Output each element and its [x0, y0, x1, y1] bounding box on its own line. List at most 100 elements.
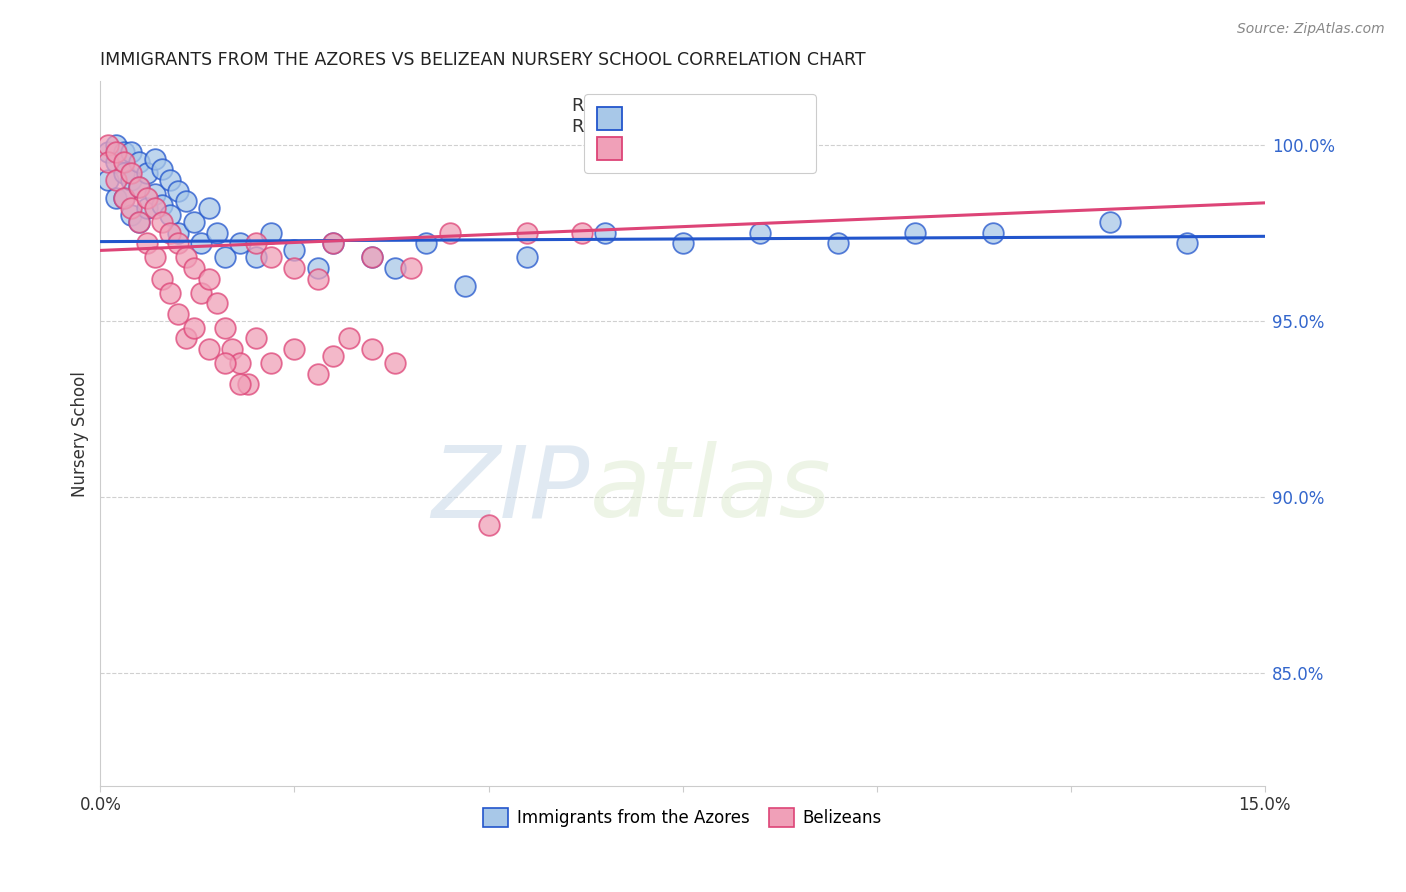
Point	[827, 236, 849, 251]
Point	[307, 271, 329, 285]
Text: N =: N =	[671, 118, 711, 136]
Point	[671, 236, 693, 251]
Point	[260, 356, 283, 370]
Text: 49: 49	[706, 97, 731, 115]
Point	[190, 236, 212, 251]
Point	[143, 201, 166, 215]
Point	[128, 215, 150, 229]
Point	[152, 162, 174, 177]
Point	[120, 173, 142, 187]
Point	[136, 166, 159, 180]
Point	[415, 236, 437, 251]
Point	[183, 215, 205, 229]
Point	[361, 251, 384, 265]
Point	[283, 260, 305, 275]
Point	[167, 307, 190, 321]
Point	[120, 145, 142, 159]
Point	[104, 191, 127, 205]
Point	[97, 145, 120, 159]
Point	[183, 260, 205, 275]
Point	[205, 226, 228, 240]
Point	[198, 201, 221, 215]
Point	[260, 251, 283, 265]
Text: IMMIGRANTS FROM THE AZORES VS BELIZEAN NURSERY SCHOOL CORRELATION CHART: IMMIGRANTS FROM THE AZORES VS BELIZEAN N…	[100, 51, 866, 69]
Text: 0.014: 0.014	[607, 97, 664, 115]
Point	[143, 187, 166, 202]
Point	[120, 201, 142, 215]
Point	[322, 236, 344, 251]
Point	[283, 244, 305, 258]
Point	[104, 173, 127, 187]
Point	[245, 251, 267, 265]
Point	[143, 251, 166, 265]
Point	[384, 356, 406, 370]
Point	[167, 184, 190, 198]
Text: 53: 53	[706, 118, 731, 136]
Point	[214, 356, 236, 370]
Point	[104, 137, 127, 152]
Point	[749, 226, 772, 240]
Point	[143, 152, 166, 166]
Y-axis label: Nursery School: Nursery School	[72, 371, 89, 497]
Text: ZIP: ZIP	[432, 442, 589, 539]
Point	[159, 226, 181, 240]
Point	[152, 197, 174, 211]
Point	[97, 173, 120, 187]
Point	[128, 215, 150, 229]
Point	[128, 180, 150, 194]
Point	[159, 173, 181, 187]
Point	[245, 331, 267, 345]
Point	[167, 236, 190, 251]
Point	[167, 226, 190, 240]
Point	[236, 377, 259, 392]
Point	[152, 271, 174, 285]
Point	[104, 145, 127, 159]
Point	[136, 236, 159, 251]
Point	[112, 191, 135, 205]
Point	[904, 226, 927, 240]
Point	[516, 251, 538, 265]
Point	[205, 296, 228, 310]
Point	[384, 260, 406, 275]
Point	[229, 377, 252, 392]
Point	[229, 236, 252, 251]
Point	[128, 155, 150, 169]
Point	[174, 331, 197, 345]
Point	[593, 226, 616, 240]
Point	[159, 285, 181, 300]
Point	[112, 155, 135, 169]
Point	[221, 342, 243, 356]
Point	[245, 236, 267, 251]
Point	[214, 321, 236, 335]
Point	[571, 226, 593, 240]
Point	[174, 194, 197, 208]
Point	[981, 226, 1004, 240]
Text: atlas: atlas	[589, 442, 831, 539]
Point	[229, 356, 252, 370]
Point	[97, 137, 120, 152]
Point	[1175, 236, 1198, 251]
Text: 15.0%: 15.0%	[1239, 797, 1291, 814]
Point	[104, 155, 127, 169]
Text: 0.0%: 0.0%	[79, 797, 121, 814]
Text: N =: N =	[671, 97, 711, 115]
Point	[136, 201, 159, 215]
Point	[283, 342, 305, 356]
Point	[361, 342, 384, 356]
Point	[120, 208, 142, 222]
Point	[112, 145, 135, 159]
Point	[454, 278, 477, 293]
Point	[307, 367, 329, 381]
Text: Source: ZipAtlas.com: Source: ZipAtlas.com	[1237, 22, 1385, 37]
Point	[198, 342, 221, 356]
Point	[516, 226, 538, 240]
Point	[174, 251, 197, 265]
Point	[136, 191, 159, 205]
Point	[399, 260, 422, 275]
Point	[97, 155, 120, 169]
Point	[260, 226, 283, 240]
Point	[183, 321, 205, 335]
Legend: Immigrants from the Azores, Belizeans: Immigrants from the Azores, Belizeans	[477, 801, 889, 834]
Point	[361, 251, 384, 265]
Point	[159, 208, 181, 222]
